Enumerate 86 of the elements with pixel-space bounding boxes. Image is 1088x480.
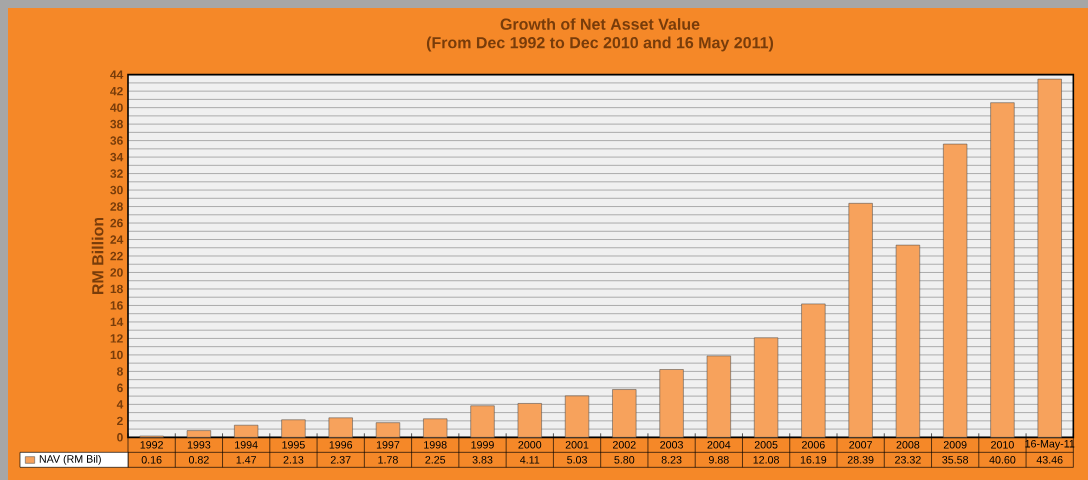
y-tick-label: 0 <box>117 433 123 442</box>
x-tick-label: 2010 <box>991 441 1014 449</box>
data-label: 3.83 <box>472 456 493 464</box>
bar <box>754 337 779 438</box>
data-label: 16.19 <box>800 456 827 464</box>
y-tick-label: 10 <box>110 350 123 360</box>
bar <box>234 424 259 438</box>
bar <box>328 417 353 438</box>
x-tick-label: 1998 <box>424 441 447 449</box>
data-label: 1.47 <box>236 456 257 464</box>
data-label: 0.16 <box>141 456 162 464</box>
data-label: 2.37 <box>330 456 351 464</box>
data-label: 1.78 <box>378 456 398 464</box>
data-label: 9.88 <box>708 456 729 464</box>
chart-subtitle: (From Dec 1992 to Dec 2010 and 16 May 2011) <box>426 36 774 52</box>
x-tick-label: 16-May-11 <box>1025 439 1075 450</box>
y-tick-label: 28 <box>110 202 123 211</box>
bar <box>706 355 731 438</box>
bar <box>423 418 448 438</box>
y-tick-label: 14 <box>110 317 124 327</box>
x-tick-label: 2008 <box>896 441 920 449</box>
data-label: 12.08 <box>753 456 779 464</box>
y-tick-label: 20 <box>110 268 123 277</box>
data-label: 40.60 <box>989 456 1016 464</box>
data-label: 5.03 <box>567 456 587 464</box>
bar <box>1037 78 1062 438</box>
data-label: 2.13 <box>283 456 304 464</box>
bar <box>943 143 968 438</box>
data-label: 35.58 <box>942 456 969 464</box>
bar <box>281 419 306 438</box>
y-tick-label: 2 <box>117 416 123 426</box>
y-tick-label: 34 <box>110 152 124 162</box>
x-tick-label: 2002 <box>612 441 636 449</box>
y-tick-label: 44 <box>110 70 124 79</box>
bar <box>375 422 401 438</box>
y-tick-label: 30 <box>110 185 123 195</box>
data-label: 28.39 <box>847 456 874 464</box>
y-tick-label: 42 <box>110 86 123 96</box>
y-tick-label: 22 <box>110 251 123 261</box>
x-tick-label: 2006 <box>802 441 825 449</box>
y-tick-label: 6 <box>117 383 123 393</box>
data-label: 2.25 <box>425 456 446 464</box>
bar <box>659 369 684 438</box>
y-tick-label: 40 <box>110 103 123 112</box>
legend-label: NAV (RM Bil) <box>39 454 101 465</box>
y-axis-title: RM Billion <box>91 217 104 295</box>
x-tick-label: 2005 <box>754 441 778 449</box>
x-tick-label: 2007 <box>849 441 872 449</box>
y-tick-label: 4 <box>116 400 124 409</box>
bar <box>564 395 590 438</box>
bar <box>990 102 1015 438</box>
x-tick-label: 1993 <box>187 441 211 449</box>
x-tick-label: 1996 <box>329 441 353 449</box>
data-label: 43.46 <box>1036 456 1063 464</box>
bar <box>801 303 826 438</box>
y-tick-label: 12 <box>110 334 123 343</box>
y-tick-label: 36 <box>110 136 123 145</box>
y-tick-label: 8 <box>117 367 123 376</box>
data-label: 5.80 <box>614 456 635 464</box>
x-tick-label: 2000 <box>518 441 542 449</box>
bar <box>470 405 495 438</box>
data-label: 0.82 <box>188 456 209 464</box>
x-tick-label: 1997 <box>376 441 400 449</box>
bar <box>612 389 637 438</box>
x-tick-label: 1992 <box>140 441 163 449</box>
data-label: 23.32 <box>895 456 921 464</box>
x-tick-label: 2004 <box>707 441 731 449</box>
x-tick-label: 1994 <box>235 441 258 449</box>
x-tick-label: 2003 <box>660 441 683 449</box>
data-label: 8.23 <box>661 456 682 464</box>
bar <box>517 403 542 438</box>
x-tick-label: 2009 <box>943 441 967 449</box>
y-tick-label: 26 <box>110 218 123 228</box>
y-tick-label: 16 <box>110 301 123 310</box>
data-label: 4.11 <box>520 456 540 464</box>
y-tick-label: 18 <box>110 284 123 294</box>
x-tick-label: 1995 <box>282 441 305 449</box>
y-tick-label: 38 <box>110 119 123 129</box>
x-tick-label: 1999 <box>471 441 494 449</box>
y-tick-label: 32 <box>110 169 123 178</box>
y-tick-label: 24 <box>110 235 124 244</box>
bar <box>186 430 211 438</box>
chart-title: Growth of Net Asset Value <box>500 18 700 30</box>
x-tick-label: 2001 <box>565 441 589 449</box>
bar <box>848 203 873 438</box>
bar <box>895 244 920 438</box>
